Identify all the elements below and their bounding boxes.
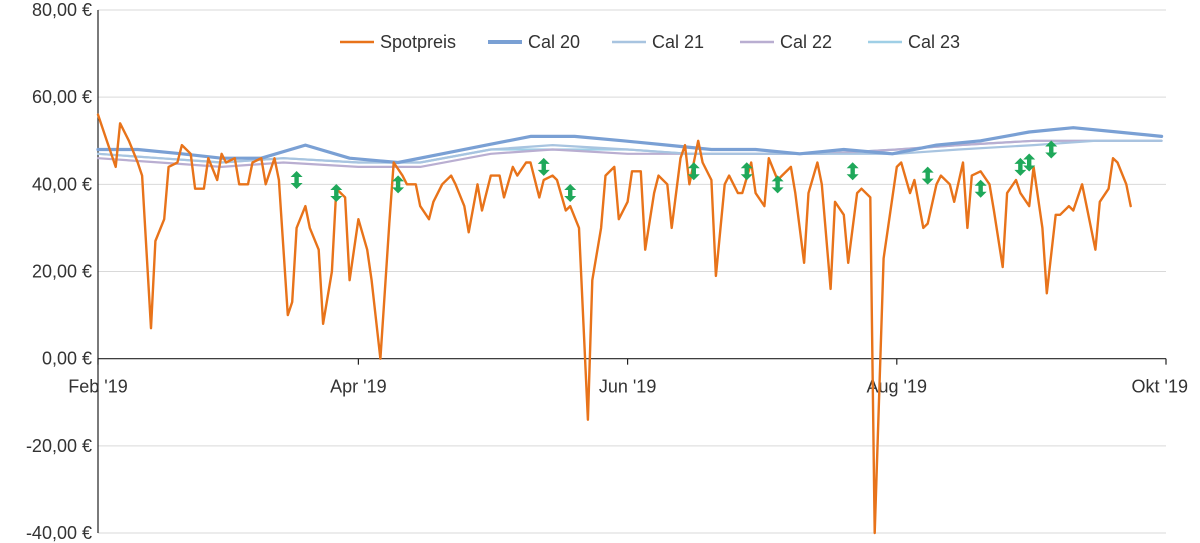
double-arrow-icon — [921, 166, 934, 185]
x-tick-label: Aug '19 — [867, 377, 928, 397]
legend-label: Cal 23 — [908, 32, 960, 52]
legend-item: Spotpreis — [340, 32, 456, 52]
y-tick-label: 80,00 € — [32, 0, 92, 20]
x-tick-label: Jun '19 — [599, 377, 656, 397]
double-arrow-icon — [537, 157, 550, 176]
legend-label: Spotpreis — [380, 32, 456, 52]
x-tick-label: Apr '19 — [330, 377, 386, 397]
y-tick-label: -40,00 € — [26, 523, 92, 543]
legend-item: Cal 23 — [868, 32, 960, 52]
double-arrow-icon — [771, 175, 784, 194]
annotations — [290, 140, 1058, 203]
legend-label: Cal 21 — [652, 32, 704, 52]
double-arrow-icon — [1045, 140, 1058, 159]
double-arrow-icon — [687, 162, 700, 181]
double-arrow-icon — [974, 179, 987, 198]
x-tick-label: Feb '19 — [68, 377, 127, 397]
y-tick-label: 0,00 € — [42, 349, 92, 369]
double-arrow-icon — [740, 162, 753, 181]
double-arrow-icon — [1023, 153, 1036, 172]
series-line-cal-20 — [96, 126, 1164, 165]
y-tick-label: 40,00 € — [32, 174, 92, 194]
y-tick-label: 60,00 € — [32, 87, 92, 107]
series-line-cal-21 — [96, 139, 1163, 164]
x-tick-label: Okt '19 — [1132, 377, 1188, 397]
double-arrow-icon — [392, 175, 405, 194]
series-line-cal-22 — [96, 139, 1163, 168]
double-arrow-icon — [290, 170, 303, 189]
y-tick-label: -20,00 € — [26, 436, 92, 456]
grid — [98, 9, 1166, 534]
legend-item: Cal 22 — [740, 32, 832, 52]
legend-label: Cal 22 — [780, 32, 832, 52]
series-line-spotpreis — [96, 113, 1132, 535]
legend-label: Cal 20 — [528, 32, 580, 52]
double-arrow-icon — [1014, 157, 1027, 176]
legend-item: Cal 21 — [612, 32, 704, 52]
legend: Spotpreis Cal 20 Cal 21 Cal 22 Cal 23 — [340, 32, 960, 52]
y-tick-label: 20,00 € — [32, 262, 92, 282]
double-arrow-icon — [846, 162, 859, 181]
double-arrow-icon — [564, 184, 577, 203]
series — [96, 113, 1164, 535]
legend-item: Cal 20 — [488, 32, 580, 52]
axes: -40,00 € -20,00 € 0,00 € 20,00 € 40,00 € 60,0… — [26, 0, 1188, 543]
double-arrow-icon — [330, 184, 343, 203]
